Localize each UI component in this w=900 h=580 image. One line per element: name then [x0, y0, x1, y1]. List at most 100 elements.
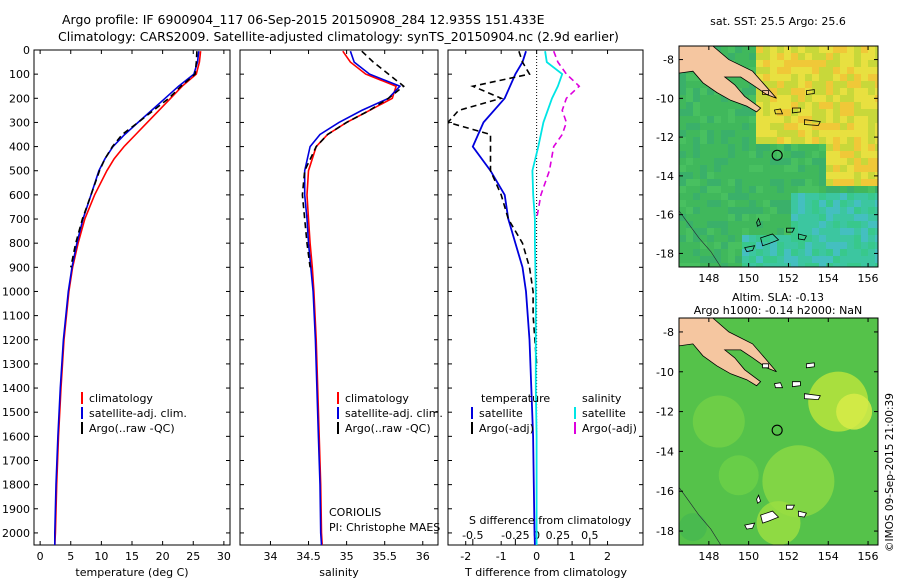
lon-tick-label: 154	[818, 272, 839, 285]
copyright-label: ©IMOS 09-Sep-2015 21:00:39	[884, 393, 896, 552]
lon-tick-label: 150	[738, 272, 759, 285]
depth-tick-label: 0	[23, 44, 30, 57]
salinity-diff-tick-label: 0.25	[546, 529, 571, 542]
depth-tick-label: 1300	[2, 358, 30, 371]
depth-tick-label: 1600	[2, 430, 30, 443]
argo-position-marker	[771, 149, 783, 161]
depth-tick-label: 400	[9, 141, 30, 154]
lat-tick-label: -18	[656, 247, 674, 260]
lon-tick-label: 152	[778, 272, 799, 285]
lat-tick-label: -18	[656, 525, 674, 538]
series-temperature-argo	[70, 51, 198, 268]
lat-tick-label: -12	[656, 131, 674, 144]
lat-tick-label: -16	[656, 209, 674, 222]
x-tick-label: 0	[37, 550, 44, 563]
series-salinity-climatology	[306, 50, 398, 545]
depth-tick-label: 1500	[2, 406, 30, 419]
sla-map-frame	[678, 317, 879, 546]
sst-map-title: sat. SST: 25.5 Argo: 25.6	[710, 15, 846, 28]
depth-tick-label: 2000	[2, 527, 30, 540]
salinity-diff-tick-label: 0.5	[581, 529, 599, 542]
legend-label: satellite-adj. clim.	[345, 407, 443, 420]
lat-tick-label: -14	[656, 170, 674, 183]
sla-map-axes: 148 150 152 154 156 -8 -10 -12 -14 -16 -18	[656, 318, 879, 563]
depth-tick-label: 1900	[2, 503, 30, 516]
x-tick-label: 20	[156, 550, 170, 563]
x-tick-label: 25	[186, 550, 200, 563]
difference-xlabel-salinity: S difference from climatology	[469, 514, 632, 527]
lon-tick-label: 148	[698, 272, 719, 285]
lat-tick-label: -14	[656, 445, 674, 458]
depth-tick-label: 300	[9, 116, 30, 129]
series-diff-salinity-satellite	[531, 51, 564, 545]
credit-center: CORIOLIS	[329, 506, 381, 519]
salinity-axes	[239, 49, 439, 546]
depth-tick-label: 1800	[2, 479, 30, 492]
x-tick-label: 15	[125, 550, 139, 563]
salinity-diff-tick-label: -0.5	[462, 529, 483, 542]
legend-label: Argo(-adj)	[479, 422, 534, 435]
title-line1: Argo profile: IF 6900904_117 06-Sep-2015…	[62, 12, 545, 27]
legend-header-salinity: salinity	[582, 392, 622, 405]
reef-outline	[679, 487, 722, 545]
lon-tick-label: 156	[858, 272, 879, 285]
lat-tick-label: -8	[663, 54, 674, 67]
legend-label: Argo(-adj)	[582, 422, 637, 435]
lon-tick-label: 156	[858, 550, 879, 563]
series-diff-salinity-argo	[535, 50, 581, 220]
x-tick-label: 36	[416, 550, 430, 563]
depth-tick-label: 200	[9, 92, 30, 105]
series-salinity-argo	[301, 50, 405, 268]
sst-map	[679, 46, 878, 267]
islands	[744, 362, 821, 530]
depth-tick-label: 700	[9, 213, 30, 226]
reef-outline	[679, 210, 722, 267]
series-temperature-climatology	[54, 51, 202, 545]
x-tick-label: 10	[94, 550, 108, 563]
depth-tick-label: 1100	[2, 310, 30, 323]
salinity-xlabel: salinity	[319, 566, 359, 579]
lat-tick-label: -8	[663, 326, 674, 339]
legend-label: satellite	[479, 407, 523, 420]
islands	[744, 89, 821, 252]
x-tick-label: 35	[340, 550, 354, 563]
temperature-axes	[33, 49, 231, 546]
land-mass	[679, 318, 777, 387]
sst-map-frame	[678, 45, 879, 268]
lat-tick-label: -12	[656, 406, 674, 419]
lat-tick-label: -10	[656, 366, 674, 379]
x-tick-label: 2	[604, 550, 611, 563]
lon-tick-label: 152	[778, 550, 799, 563]
lon-tick-label: 150	[738, 550, 759, 563]
x-tick-label: 35.5	[372, 550, 397, 563]
land-mass	[679, 46, 777, 113]
argo-position-marker	[771, 424, 783, 436]
x-tick-label: 30	[217, 550, 231, 563]
depth-tick-label: 500	[9, 165, 30, 178]
difference-axes	[447, 49, 644, 546]
depth-tick-label: 100	[9, 68, 30, 81]
difference-xlabel: T difference from climatology	[464, 566, 627, 579]
legend-label: climatology	[89, 392, 153, 405]
lat-tick-label: -16	[656, 485, 674, 498]
difference-legend: temperature salinity satellite Argo(-adj…	[471, 392, 637, 435]
salinity-x-axis: 34 34.5 35 35.5 36	[263, 50, 430, 563]
sst-map-axes: 148 150 152 154 156 -8 -10 -12 -14 -16 -18	[656, 46, 879, 285]
series-salinity-satellite	[303, 50, 402, 545]
series-diff-temperature-satellite	[471, 50, 536, 545]
x-tick-label: 0	[533, 550, 540, 563]
depth-tick-label: 600	[9, 189, 30, 202]
depth-tick-label: 1400	[2, 382, 30, 395]
depth-tick-label: 900	[9, 261, 30, 274]
salinity-diff-tick-label: -0.25	[501, 529, 529, 542]
credit-pi: PI: Christophe MAES	[329, 521, 440, 534]
temperature-xlabel: temperature (deg C)	[75, 566, 188, 579]
depth-tick-label: 1000	[2, 285, 30, 298]
x-tick-label: 34.5	[296, 550, 321, 563]
salinity-legend: climatology satellite-adj. clim. Argo(..…	[337, 392, 443, 435]
sla-map	[679, 318, 878, 545]
lon-tick-label: 154	[818, 550, 839, 563]
depth-axis: 0 100 200 300 400 500 600 700 800 900 1000 1100 1200…	[2, 44, 643, 540]
lat-tick-label: -10	[656, 92, 674, 105]
